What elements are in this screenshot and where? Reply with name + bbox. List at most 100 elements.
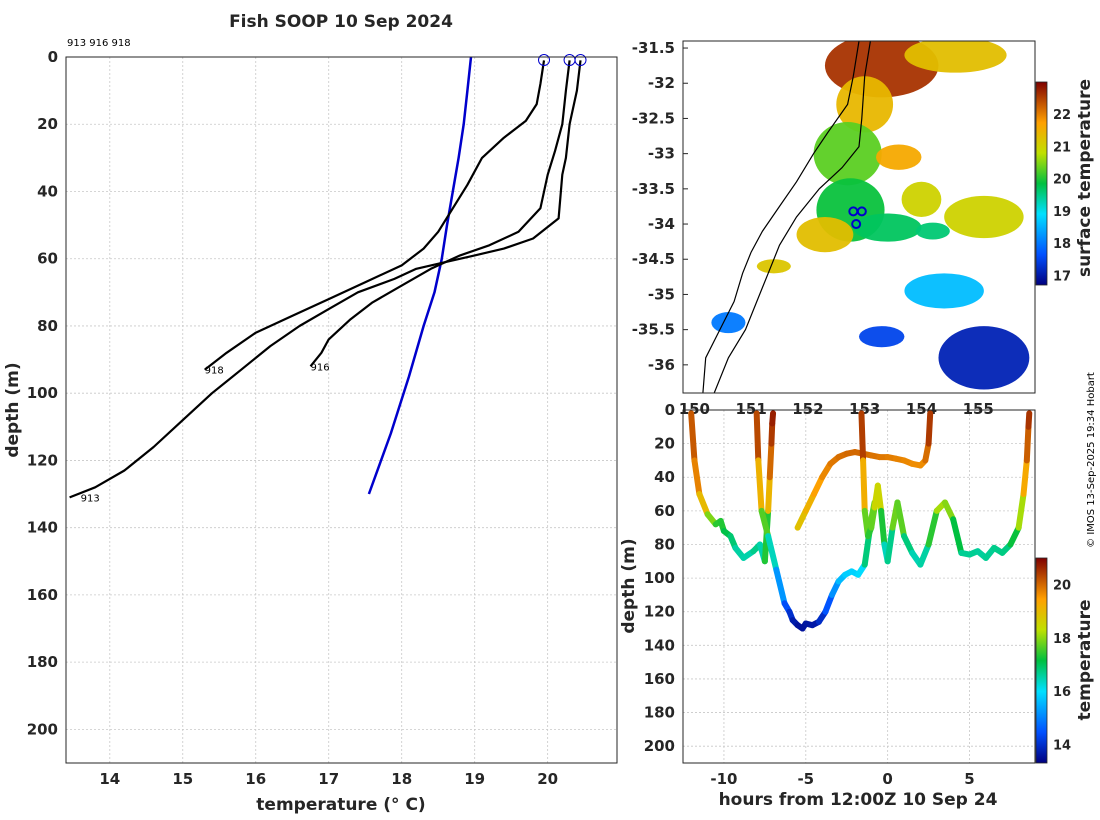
section-cast-segment	[753, 410, 762, 464]
section-cast-segment	[696, 491, 711, 518]
section-cast-segment	[755, 457, 765, 514]
section-cast-segment	[691, 457, 703, 498]
map-y-tick-label: -35	[648, 285, 675, 303]
map-panel: 150 151 152 153 154 155 -31.5-32-32.5-33-33.5…	[632, 39, 1095, 418]
profile-surface-marker	[538, 54, 551, 66]
profile-y-tick-label: 40	[37, 182, 58, 200]
section-cast-segment	[758, 507, 772, 540]
section-colorbar-tick-label: 16	[1053, 685, 1071, 700]
profile-frame	[65, 56, 618, 764]
profile-y-tick-label: 60	[37, 250, 58, 268]
map-y-tick-label: -31.5	[632, 39, 675, 57]
section-cast-segment	[768, 420, 776, 447]
profile-x-tick-label: 15	[172, 770, 193, 788]
map-colorbar-tick-label: 17	[1053, 269, 1071, 284]
section-y-tick-label: 200	[644, 737, 675, 755]
map-sst-patch	[915, 222, 950, 240]
map-y-tick-label: -34	[648, 215, 675, 233]
section-cast-segment	[868, 504, 878, 531]
map-sst-patch	[711, 312, 746, 334]
section-x-axis-label: hours from 12:00Z 10 Sep 24	[719, 790, 998, 810]
profile-y-tick-label: 100	[27, 384, 58, 402]
map-shelf-line	[713, 41, 871, 393]
map-frame	[682, 40, 1036, 394]
map-sst-patch	[904, 273, 984, 309]
map-y-tick-label: -35.5	[632, 321, 675, 339]
map-colorbar	[1035, 81, 1048, 286]
section-cast-segment	[884, 524, 896, 565]
section-cast-segment	[773, 566, 788, 607]
map-colorbar-tick-label: 21	[1053, 140, 1071, 155]
profile-series-climatology	[367, 57, 473, 495]
map-y-tick-label: -33.5	[632, 180, 675, 198]
section-cast-segment	[950, 516, 965, 556]
map-y-tick-label: -32	[648, 74, 675, 92]
profile-surface-markers	[538, 54, 587, 66]
profile-x-axis-label: temperature (° C)	[256, 795, 425, 815]
section-y-tick-label: 180	[644, 704, 675, 722]
map-x-tick-label: 151	[735, 400, 766, 418]
map-station-marker	[856, 206, 867, 217]
section-cast-segment	[688, 410, 698, 464]
section-x-tick-label: -10	[710, 770, 737, 788]
map-sst-patch	[756, 259, 791, 274]
map-colorbar-label: surface temperature	[1075, 79, 1095, 277]
profile-y-ticks: 0 20 40 60 80 100 120 140 160 180 200	[27, 48, 58, 738]
profile-lines	[69, 57, 582, 499]
section-cast-segment	[769, 410, 777, 427]
profile-cast-label: 918	[205, 366, 224, 377]
profile-y-tick-label: 120	[27, 451, 58, 469]
section-y-tick-label: 60	[654, 502, 675, 520]
section-cast-segment	[878, 507, 888, 548]
map-sst-patch	[813, 121, 882, 186]
profile-series-916	[309, 60, 571, 367]
section-colorbar-label: temperature	[1075, 599, 1095, 720]
map-colorbar-tick-label: 18	[1053, 237, 1071, 252]
map-sst-patch	[796, 217, 854, 253]
map-x-tick-label: 152	[792, 400, 823, 418]
section-y-tick-label: 0	[665, 401, 675, 419]
map-y-tick-label: -33	[648, 145, 675, 163]
map-station-marker	[851, 219, 862, 230]
profile-x-tick-label: 17	[318, 770, 339, 788]
map-coastline	[702, 41, 871, 393]
section-cast-segment	[894, 499, 908, 540]
map-sst-patch	[944, 195, 1024, 239]
map-x-ticks: 150 151 152 153 154 155	[679, 400, 994, 418]
section-colorbar-tick-label: 14	[1053, 738, 1071, 753]
map-x-tick-label: 150	[679, 400, 710, 418]
map-y-tick-label: -36	[648, 356, 675, 374]
profile-y-tick-label: 200	[27, 720, 58, 738]
profile-x-tick-label: 16	[245, 770, 266, 788]
section-colorbar	[1035, 557, 1048, 764]
map-x-tick-label: 155	[963, 400, 994, 418]
section-cast-segment	[794, 507, 809, 531]
map-sst-patch	[904, 41, 1007, 73]
section-cast-segment	[822, 591, 835, 615]
profile-series-913	[69, 60, 582, 499]
section-colorbar-tick-label: 20	[1053, 579, 1071, 594]
section-cast-segment	[860, 457, 868, 514]
section-cast-segment	[810, 474, 826, 498]
profile-y-axis-label: depth (m)	[3, 362, 23, 457]
map-colorbar-tick-label: 19	[1053, 205, 1071, 220]
profile-x-tick-label: 19	[464, 770, 485, 788]
section-panel: -10 -5 0 5 0 20 40 60 80 100 120 140 160 180 200 14 16…	[619, 401, 1095, 810]
profile-y-tick-label: 160	[27, 586, 58, 604]
section-frame	[682, 409, 1036, 764]
top-ids-label: 913 916 918	[67, 38, 131, 49]
profile-cast-label: 916	[310, 362, 329, 373]
section-y-tick-label: 20	[654, 435, 675, 453]
section-cast-segment	[925, 507, 940, 548]
profile-cast-label: 913	[81, 493, 100, 504]
map-colorbar-ticks: 17 18 19 20 21 22	[1053, 108, 1071, 284]
section-cast-segment	[1023, 423, 1032, 464]
section-y-tick-label: 120	[644, 603, 675, 621]
section-cast-segment	[766, 440, 775, 481]
section-cast-segment	[1015, 491, 1027, 531]
section-casts	[688, 410, 1033, 632]
profile-x-ticks: 14 15 16 17 18 19 20	[99, 770, 558, 788]
section-cast-segment	[765, 533, 780, 573]
section-x-tick-label: -5	[797, 770, 814, 788]
